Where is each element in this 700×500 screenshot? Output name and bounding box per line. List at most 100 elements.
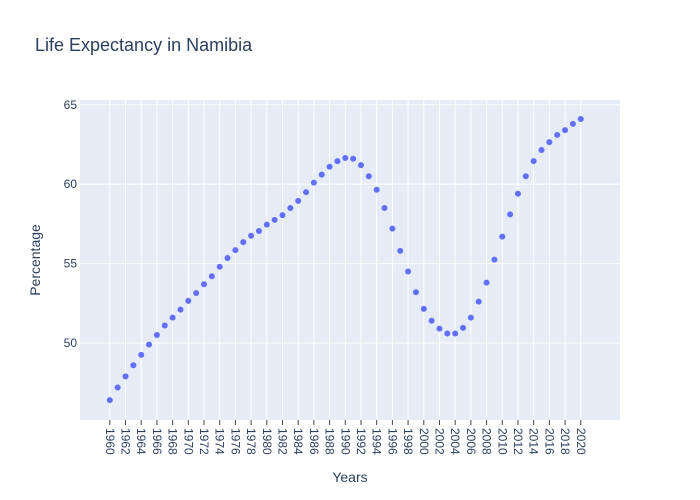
x-tick-label: 1960 (103, 428, 117, 455)
x-tick-label: 2000 (417, 428, 431, 455)
data-point (499, 233, 506, 240)
data-point (444, 330, 451, 337)
data-point (146, 341, 153, 348)
data-point (467, 314, 474, 321)
x-tick-label: 1964 (134, 428, 148, 455)
data-point (452, 330, 459, 337)
x-tick-label: 1978 (244, 428, 258, 455)
y-tick-label: 55 (64, 257, 78, 271)
x-tick-label: 1990 (338, 428, 352, 455)
data-point (405, 268, 412, 275)
x-tick-label: 1970 (181, 428, 195, 455)
data-point (389, 225, 396, 232)
data-point (114, 384, 121, 391)
data-point (546, 139, 553, 146)
data-point (569, 120, 576, 127)
x-tick-label: 1996 (385, 428, 399, 455)
data-point (216, 263, 223, 270)
x-tick-label: 1982 (276, 428, 290, 455)
x-tick-label: 1966 (150, 428, 164, 455)
x-tick-label: 1984 (291, 428, 305, 455)
x-tick-label: 1992 (354, 428, 368, 455)
data-point (106, 397, 113, 404)
data-point (169, 314, 176, 321)
data-point (460, 324, 467, 331)
data-point (538, 147, 545, 154)
data-point (318, 171, 325, 178)
chart-title: Life Expectancy in Namibia (35, 35, 253, 55)
x-tick-label: 2018 (558, 428, 572, 455)
data-point (365, 173, 372, 180)
x-tick-label: 2016 (542, 428, 556, 455)
plot-background (80, 100, 620, 420)
data-point (263, 221, 270, 228)
data-point (248, 232, 255, 239)
data-point (420, 305, 427, 312)
data-point (287, 204, 294, 211)
x-tick-label: 2006 (464, 428, 478, 455)
data-point (240, 239, 247, 246)
data-point (357, 162, 364, 169)
data-point (507, 211, 514, 218)
data-point (224, 255, 231, 262)
data-point (436, 325, 443, 332)
x-tick-label: 2008 (480, 428, 494, 455)
x-tick-label: 1986 (307, 428, 321, 455)
data-point (350, 155, 357, 162)
data-point (122, 373, 129, 380)
x-tick-label: 2012 (511, 428, 525, 455)
x-tick-label: 2014 (527, 428, 541, 455)
data-point (475, 298, 482, 305)
data-point (177, 306, 184, 313)
data-point (161, 322, 168, 329)
data-point (412, 289, 419, 296)
y-axis-title: Percentage (27, 224, 43, 296)
y-tick-label: 50 (64, 336, 78, 350)
data-point (279, 212, 286, 219)
data-point (397, 247, 404, 254)
data-point (185, 297, 192, 304)
data-point (326, 163, 333, 170)
x-tick-label: 1980 (260, 428, 274, 455)
data-point (255, 228, 262, 235)
data-point (577, 116, 584, 123)
x-tick-label: 2002 (432, 428, 446, 455)
data-point (483, 279, 490, 286)
data-point (201, 281, 208, 288)
x-tick-label: 1972 (197, 428, 211, 455)
data-point (373, 186, 380, 193)
x-tick-label: 1976 (228, 428, 242, 455)
x-tick-label: 1962 (119, 428, 133, 455)
data-point (491, 256, 498, 263)
data-point (514, 190, 521, 197)
data-point (138, 351, 145, 358)
x-tick-label: 1994 (370, 428, 384, 455)
x-tick-label: 2004 (448, 428, 462, 455)
x-tick-label: 2020 (574, 428, 588, 455)
data-point (232, 247, 239, 254)
x-tick-label: 2010 (495, 428, 509, 455)
data-point (153, 332, 160, 339)
data-point (522, 173, 529, 180)
data-point (334, 158, 341, 165)
data-point (208, 273, 215, 280)
x-tick-label: 1968 (166, 428, 180, 455)
data-point (303, 189, 310, 196)
data-point (310, 179, 317, 186)
x-tick-label: 1974 (213, 428, 227, 455)
data-point (530, 158, 537, 165)
data-point (271, 216, 278, 223)
data-point (428, 317, 435, 324)
data-point (130, 362, 137, 369)
y-tick-label: 60 (64, 177, 78, 191)
x-tick-label: 1988 (323, 428, 337, 455)
x-axis-title: Years (332, 469, 367, 485)
y-tick-label: 65 (64, 98, 78, 112)
data-point (295, 197, 302, 204)
data-point (193, 289, 200, 296)
data-point (554, 131, 561, 138)
x-tick-label: 1998 (401, 428, 415, 455)
data-point (342, 154, 349, 161)
data-point (562, 127, 569, 134)
